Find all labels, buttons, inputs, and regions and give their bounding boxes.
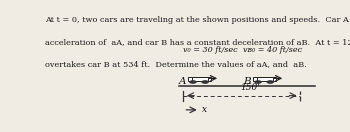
Bar	[253, 77, 276, 81]
Circle shape	[202, 81, 208, 83]
Text: acceleration of  aA, and car B has a constant deceleration of aB.  At t = 12.55 : acceleration of aA, and car B has a cons…	[45, 38, 350, 46]
Text: B: B	[243, 77, 251, 86]
Text: At t = 0, two cars are traveling at the shown positions and speeds.  Car A has a: At t = 0, two cars are traveling at the …	[45, 16, 350, 24]
Bar	[257, 77, 273, 81]
Text: vʙ₀ = 40 ft/sec: vʙ₀ = 40 ft/sec	[243, 46, 302, 55]
Circle shape	[255, 81, 261, 83]
Text: 150': 150'	[240, 82, 260, 92]
Text: v₀ = 30 ft/sec: v₀ = 30 ft/sec	[183, 46, 238, 55]
Bar	[192, 77, 208, 81]
Circle shape	[267, 81, 273, 83]
Text: overtakes car B at 534 ft.  Determine the values of aA, and  aB.: overtakes car B at 534 ft. Determine the…	[45, 60, 307, 68]
Text: x: x	[202, 105, 208, 114]
Circle shape	[190, 81, 196, 83]
Text: A: A	[178, 77, 186, 86]
Bar	[188, 77, 211, 81]
